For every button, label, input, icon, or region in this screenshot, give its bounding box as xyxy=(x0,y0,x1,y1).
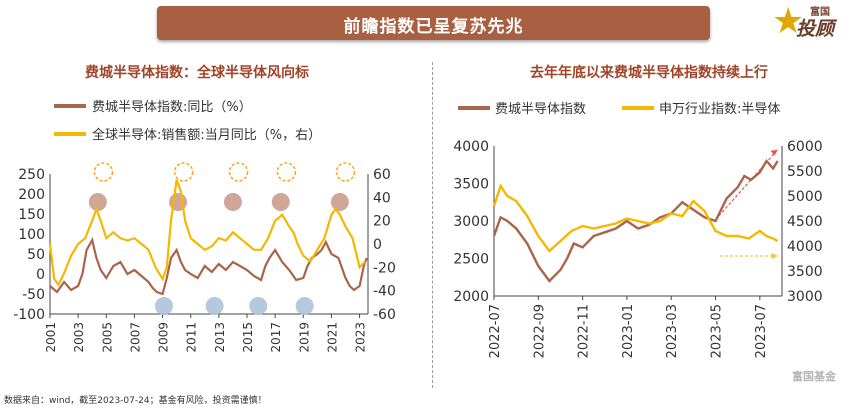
x-tick-label: 2022-11 xyxy=(577,304,592,358)
x-tick-label: 2022-07 xyxy=(488,304,503,358)
right-legend: 费城半导体指数 申万行业指数:半导体 xyxy=(458,102,780,117)
x-tick-label: 2023-03 xyxy=(665,304,680,358)
legend-label-1: 费城半导体指数:同比（%） xyxy=(92,100,252,115)
x-tick-label: 2023 xyxy=(354,322,368,353)
y-left-tick-label: 2000 xyxy=(453,289,489,305)
trough-marker xyxy=(295,297,314,315)
x-tick-label: 2009 xyxy=(157,322,171,353)
peak-marker xyxy=(330,193,349,211)
y-right-tick-label: 3500 xyxy=(787,264,823,280)
x-tick-label: 2003 xyxy=(72,322,86,353)
left-series-philly-yoy xyxy=(49,236,368,296)
y-right-tick-label: 6000 xyxy=(787,139,823,155)
y-left-tick-label: 50 xyxy=(27,247,45,263)
y-left-tick-label: -100 xyxy=(13,307,45,323)
x-tick-label: 2001 xyxy=(44,322,58,353)
y-left-tick-label: 250 xyxy=(18,167,45,183)
star-icon: ★ xyxy=(772,1,805,42)
y-right-tick-label: 3000 xyxy=(787,289,823,305)
peak-marker xyxy=(88,193,107,211)
y-left-tick-label: 150 xyxy=(18,207,45,223)
legend-label-2: 申万行业指数:半导体 xyxy=(659,102,780,117)
x-tick-label: 2007 xyxy=(128,322,142,353)
y-left-tick-label: 2500 xyxy=(453,252,489,268)
legend-label-1: 费城半导体指数 xyxy=(495,102,586,117)
left-series-global-sales-yoy xyxy=(48,179,366,287)
y-right-tick-label: 5500 xyxy=(787,164,823,180)
banner-title: 前瞻指数已呈复苏先兆 xyxy=(343,17,524,37)
left-chart: 费城半导体指数:同比（%） 全球半导体:销售额:当月同比（%，右） 250200… xyxy=(13,100,396,353)
logo-small-text: 富国 xyxy=(810,7,830,18)
title-banner: 前瞻指数已呈复苏先兆 xyxy=(157,6,710,40)
y-left-tick-label: 3000 xyxy=(453,214,489,230)
x-tick-label: 2013 xyxy=(213,322,227,353)
peak-highlight-circle xyxy=(335,162,356,182)
y-left-tick-label: 100 xyxy=(18,227,45,243)
right-chart-title: 去年年底以来费城半导体指数持续上行 xyxy=(530,65,768,81)
peak-highlight-circle xyxy=(228,162,249,182)
y-left-tick-label: 0 xyxy=(36,267,45,283)
left-chart-title: 费城半导体指数：全球半导体风向标 xyxy=(85,65,309,81)
trough-marker xyxy=(205,297,224,315)
peak-marker xyxy=(271,193,290,211)
x-tick-label: 2011 xyxy=(185,322,199,353)
y-left-tick-label: 200 xyxy=(18,187,45,203)
x-tick-label: 2005 xyxy=(100,322,114,353)
right-series-sw-semiconductor xyxy=(492,183,779,253)
panel-divider xyxy=(432,62,433,388)
y-right-tick-label: 40 xyxy=(373,190,391,206)
x-tick-label: 2017 xyxy=(269,322,283,353)
y-right-tick-label: 0 xyxy=(373,237,382,253)
trough-marker xyxy=(154,297,173,315)
x-tick-label: 2023-07 xyxy=(754,304,769,358)
x-tick-label: 2023-05 xyxy=(710,304,725,358)
legend-label-2: 全球半导体:销售额:当月同比（%，右） xyxy=(92,127,321,143)
uptrend-arrow xyxy=(718,149,779,217)
logo-big-text: 投顾 xyxy=(796,18,835,40)
y-left-tick-label: 4000 xyxy=(453,139,489,155)
watermark-text: 富国基金 xyxy=(792,369,837,383)
y-right-tick-label: -20 xyxy=(373,260,396,276)
peak-marker xyxy=(223,193,242,211)
y-right-tick-label: 20 xyxy=(373,214,391,230)
x-tick-label: 2022-09 xyxy=(532,304,547,358)
right-chart: 费城半导体指数 申万行业指数:半导体 4000 3500 3000 2500 2000 6… xyxy=(453,102,837,383)
peak-highlight-circle xyxy=(276,162,297,182)
peak-highlight-circle xyxy=(173,162,194,182)
peak-highlight-circle xyxy=(93,162,114,182)
y-right-tick-label: 5000 xyxy=(787,189,823,205)
y-right-tick-label: -40 xyxy=(373,284,396,300)
uptrend-arrowhead xyxy=(770,149,778,156)
trough-marker xyxy=(249,297,268,315)
x-tick-label: 2023-01 xyxy=(621,304,636,358)
y-right-tick-label: -60 xyxy=(373,307,396,323)
left-legend: 费城半导体指数:同比（%） 全球半导体:销售额:当月同比（%，右） xyxy=(54,100,321,143)
flat-trend-arrowhead xyxy=(771,253,778,259)
y-right-tick-label: 4500 xyxy=(787,214,823,230)
y-left-tick-label: -50 xyxy=(22,287,45,303)
x-tick-label: 2019 xyxy=(297,322,311,353)
x-tick-label: 2021 xyxy=(325,322,339,353)
footer-note: 数据来自：wind，截至2023-07-24；基金有风险，投资需谨慎！ xyxy=(4,396,267,406)
x-tick-label: 2015 xyxy=(241,322,255,353)
y-left-tick-label: 3500 xyxy=(453,177,489,193)
y-right-tick-label: 60 xyxy=(373,167,391,183)
right-series-philly-index xyxy=(492,158,779,283)
y-right-tick-label: 4000 xyxy=(787,239,823,255)
